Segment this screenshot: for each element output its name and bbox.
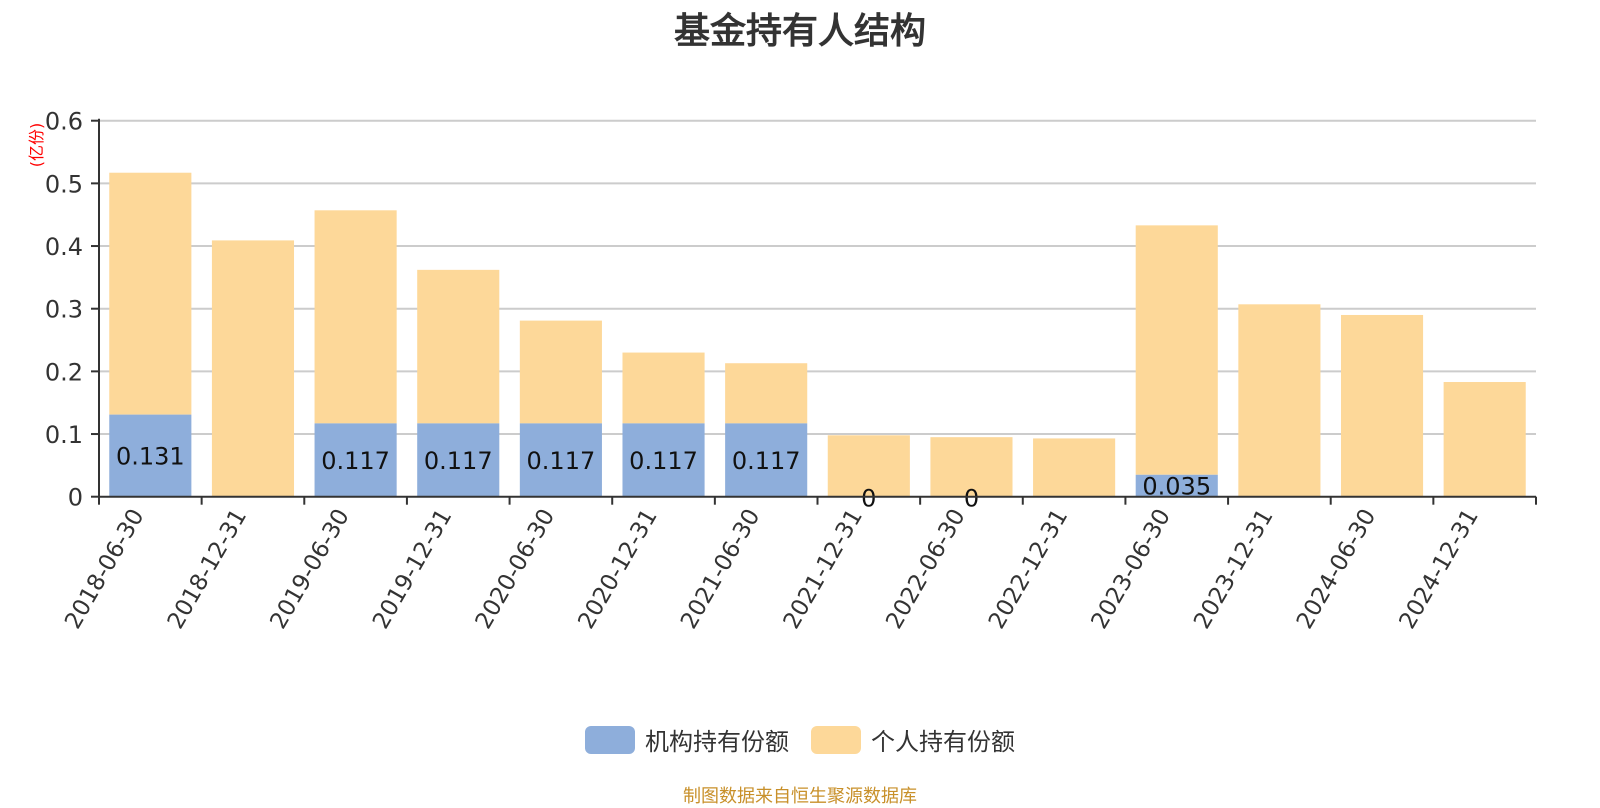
legend-item-institutional[interactable]: 机构持有份额 bbox=[585, 722, 789, 757]
x-tick-label: 2023-12-31 bbox=[1189, 505, 1278, 634]
x-tick-label: 2021-12-31 bbox=[779, 505, 868, 634]
bar-institutional[interactable] bbox=[725, 423, 808, 497]
bar-value-label: 0 bbox=[861, 485, 876, 513]
x-tick-label: 2020-12-31 bbox=[573, 505, 662, 634]
legend-swatch-individual bbox=[811, 725, 861, 754]
x-tick-label: 2024-06-30 bbox=[1292, 505, 1381, 634]
y-tick-label: 0.5 bbox=[45, 170, 83, 198]
x-tick-label: 2019-06-30 bbox=[265, 505, 354, 634]
bar-individual[interactable] bbox=[519, 320, 602, 424]
bar-individual[interactable] bbox=[417, 269, 500, 424]
x-tick-label: 2020-06-30 bbox=[471, 505, 560, 634]
legend-label-individual: 个人持有份额 bbox=[871, 728, 1015, 756]
bar-value-label: 0.117 bbox=[732, 447, 801, 475]
legend: 机构持有份额 个人持有份额 bbox=[0, 722, 1600, 757]
bar-institutional[interactable] bbox=[417, 423, 500, 497]
y-tick-label: 0.6 bbox=[45, 108, 83, 136]
legend-swatch-institutional bbox=[585, 725, 635, 754]
bar-individual[interactable] bbox=[930, 437, 1013, 497]
bar-individual[interactable] bbox=[211, 240, 295, 497]
y-tick-label: 0.2 bbox=[45, 358, 83, 386]
bar-individual[interactable] bbox=[1443, 382, 1526, 497]
bar-value-label: 0.117 bbox=[321, 447, 390, 475]
bar-value-label: 0.117 bbox=[527, 447, 596, 475]
bar-individual[interactable] bbox=[622, 352, 705, 424]
x-tick-label: 2023-06-30 bbox=[1087, 505, 1176, 634]
bar-institutional[interactable] bbox=[519, 423, 602, 497]
x-tick-label: 2024-12-31 bbox=[1395, 505, 1484, 634]
x-tick-label: 2022-12-31 bbox=[984, 505, 1073, 634]
x-tick-label: 2022-06-30 bbox=[881, 505, 970, 634]
legend-item-individual[interactable]: 个人持有份额 bbox=[811, 722, 1015, 757]
x-tick-label: 2019-12-31 bbox=[368, 505, 457, 634]
y-axis-unit-label: (亿份) bbox=[27, 123, 46, 168]
bar-individual[interactable] bbox=[827, 435, 910, 497]
bar-individual[interactable] bbox=[1033, 438, 1116, 497]
bar-institutional[interactable] bbox=[1135, 474, 1218, 497]
bar-individual[interactable] bbox=[725, 363, 808, 424]
bar-institutional[interactable] bbox=[622, 423, 705, 497]
bar-individual[interactable] bbox=[1135, 225, 1218, 475]
bar-individual[interactable] bbox=[314, 210, 397, 424]
bar-individual[interactable] bbox=[1340, 314, 1424, 497]
data-source-note: 制图数据来自恒生聚源数据库 bbox=[683, 786, 917, 807]
bar-value-label: 0.117 bbox=[629, 447, 698, 475]
bar-institutional[interactable] bbox=[314, 423, 397, 497]
bar-value-label: 0 bbox=[964, 485, 979, 513]
y-tick-label: 0 bbox=[68, 484, 83, 512]
bar-value-label: 0.131 bbox=[116, 443, 185, 471]
y-tick-label: 0.4 bbox=[45, 233, 83, 261]
y-tick-label: 0.3 bbox=[45, 296, 83, 324]
chart-title: 基金持有人结构 bbox=[673, 11, 926, 52]
x-tick-label: 2021-06-30 bbox=[676, 505, 765, 634]
bar-institutional[interactable] bbox=[109, 414, 192, 497]
bar-individual[interactable] bbox=[109, 172, 192, 415]
bar-value-label: 0.117 bbox=[424, 447, 493, 475]
legend-label-institutional: 机构持有份额 bbox=[645, 728, 789, 756]
x-tick-label: 2018-06-30 bbox=[60, 505, 149, 634]
y-tick-label: 0.1 bbox=[45, 421, 83, 449]
x-tick-label: 2018-12-31 bbox=[163, 505, 252, 634]
bar-individual[interactable] bbox=[1238, 304, 1321, 497]
